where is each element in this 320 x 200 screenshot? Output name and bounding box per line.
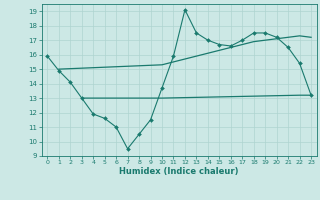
X-axis label: Humidex (Indice chaleur): Humidex (Indice chaleur) bbox=[119, 167, 239, 176]
